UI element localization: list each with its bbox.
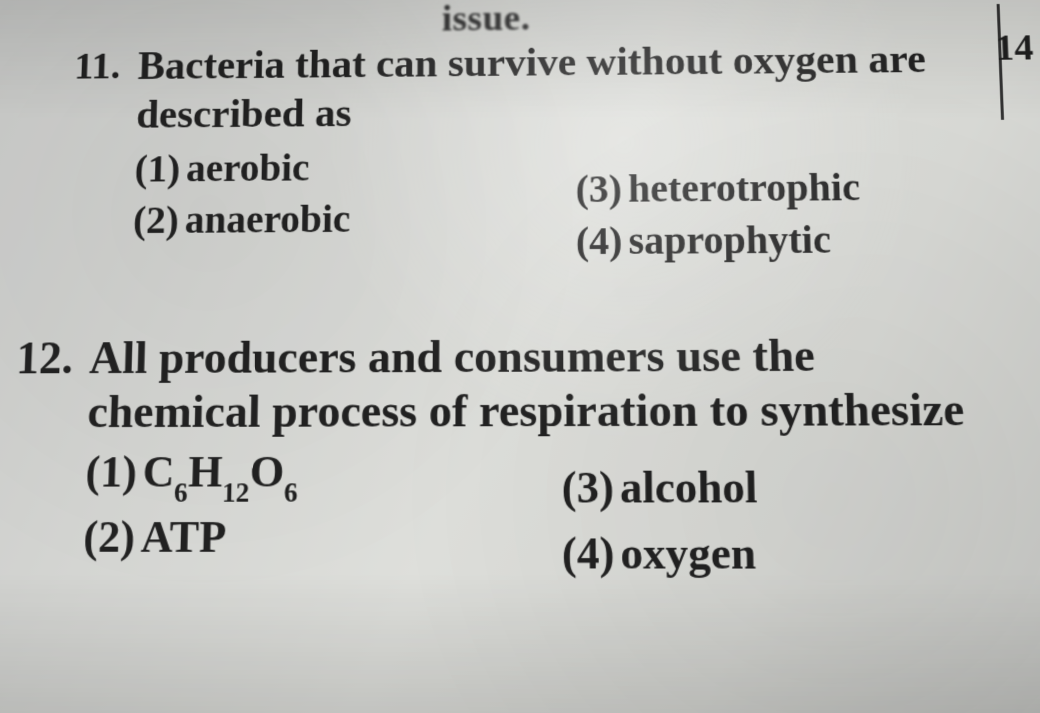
choice-marker: (4) — [576, 218, 623, 265]
question-11-stem: 11. Bacteria that can survive without ox… — [64, 35, 983, 141]
choice-4[interactable]: (4) saprophytic — [576, 216, 987, 265]
choice-1[interactable]: (1) C6H12O6 — [85, 445, 521, 503]
choice-3[interactable]: (3) alcohol — [562, 460, 1007, 519]
question-12-stem: 12. All producers and consumers use the … — [13, 328, 1004, 440]
question-12-choices: (1) C6H12O6 (2) ATP (3) alcohol (4) oxyg… — [83, 444, 1009, 564]
choice-marker: (3) — [576, 166, 623, 212]
choice-text: ATP — [140, 511, 227, 563]
choice-text: oxygen — [620, 527, 756, 580]
question-12: 12. All producers and consumers use the … — [8, 328, 1008, 564]
choice-1[interactable]: (1) aerobic — [134, 143, 536, 191]
question-text: All producers and consumers use the chem… — [87, 328, 1004, 440]
choice-text: heterotrophic — [628, 164, 861, 212]
choice-text: aerobic — [186, 145, 310, 191]
choice-2[interactable]: (2) anaerobic — [132, 195, 535, 243]
choice-marker: (4) — [562, 527, 615, 580]
choice-3[interactable]: (3) heterotrophic — [576, 163, 986, 212]
choice-marker: (1) — [85, 446, 138, 498]
previous-line-fragment: issue. — [442, 0, 531, 40]
choice-marker: (1) — [134, 146, 181, 192]
question-11: 11. Bacteria that can survive without ox… — [60, 35, 986, 244]
question-text: Bacteria that can survive without oxygen… — [136, 35, 983, 141]
page-edge-number: 14 — [994, 27, 1034, 70]
worksheet-page: issue. 14 11. Bacteria that can survive … — [0, 4, 1040, 713]
choice-marker: (3) — [562, 461, 614, 513]
choice-marker: (2) — [83, 511, 136, 563]
choice-2[interactable]: (2) ATP — [83, 511, 521, 564]
choice-formula: C6H12O6 — [142, 445, 299, 503]
question-number: 11. — [66, 43, 122, 88]
choice-4[interactable]: (4) oxygen — [562, 527, 1009, 580]
choice-text: alcohol — [620, 461, 758, 513]
question-11-choices: (1) aerobic (2) anaerobic (3) heterotrop… — [132, 140, 986, 243]
choice-text: saprophytic — [628, 217, 831, 265]
choice-text: anaerobic — [184, 196, 350, 243]
choice-marker: (2) — [132, 197, 179, 243]
question-number: 12. — [15, 332, 72, 385]
